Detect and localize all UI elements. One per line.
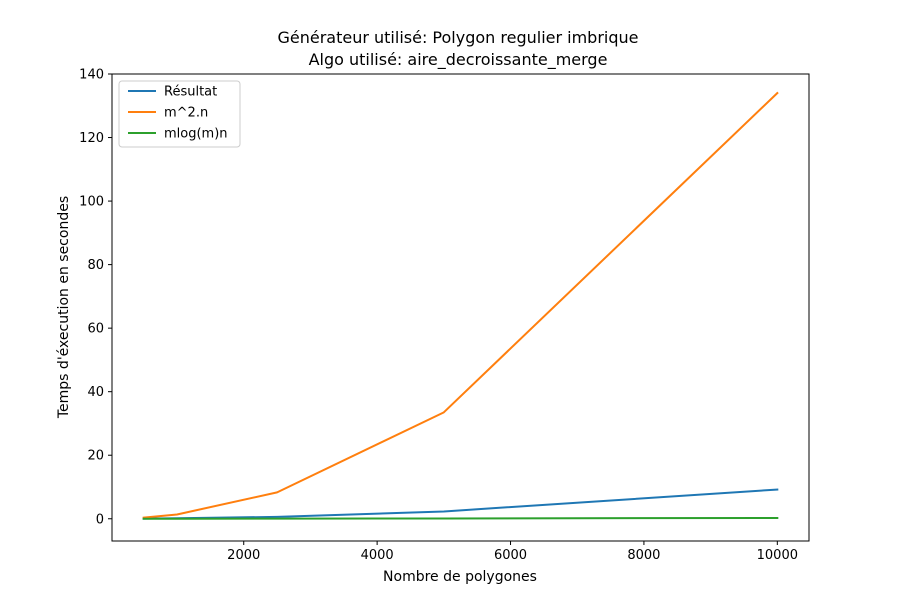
y-tick-label: 120 <box>79 131 104 146</box>
x-tick-label: 6000 <box>494 548 527 563</box>
legend: Résultat m^2.n mlog(m)n <box>118 80 241 148</box>
legend-label: m^2.n <box>164 106 208 121</box>
y-tick-label: 80 <box>87 258 104 273</box>
legend-label: mlog(m)n <box>164 127 228 142</box>
y-axis-label: Temps d'éxecution en secondes <box>56 196 72 419</box>
series-line-2 <box>142 91 779 519</box>
x-tick-label: 8000 <box>627 548 660 563</box>
y-tick-label: 40 <box>87 385 104 400</box>
plot-area <box>111 73 810 542</box>
x-axis: 2000 4000 6000 8000 10000 <box>227 541 798 563</box>
series-lines <box>142 91 779 520</box>
legend-box <box>118 80 241 148</box>
series-line-3 <box>142 516 779 520</box>
x-axis-label: Nombre de polygones <box>383 569 537 585</box>
plot-frame <box>111 73 810 542</box>
x-tick-label: 2000 <box>227 548 260 563</box>
chart-title-line-2: Algo utilisé: aire_decroissante_merge <box>309 50 608 70</box>
y-tick-label: 60 <box>87 322 104 337</box>
y-tick-label: 140 <box>79 68 104 83</box>
y-tick-label: 0 <box>96 512 104 527</box>
x-tick-label: 10000 <box>757 548 798 563</box>
y-axis: 0 20 40 60 80 100 120 140 <box>79 68 112 527</box>
chart-title-line-1: Générateur utilisé: Polygon regulier imb… <box>277 28 638 47</box>
y-tick-label: 20 <box>87 449 104 464</box>
y-tick-label: 100 <box>79 195 104 210</box>
legend-label: Résultat <box>164 85 217 100</box>
series-line-1 <box>142 488 779 520</box>
x-tick-label: 4000 <box>361 548 394 563</box>
